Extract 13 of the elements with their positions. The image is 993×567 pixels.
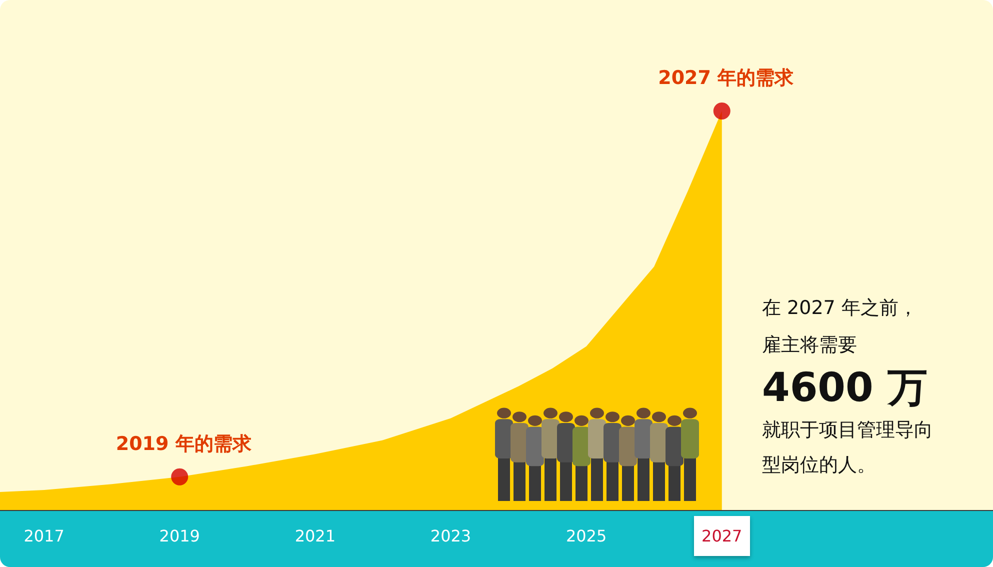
x-tick-label: 2017: [24, 526, 64, 546]
x-tick-label: 2021: [294, 526, 336, 546]
annotation: 2019 年的需求: [116, 432, 252, 457]
annotation: 雇主将需要: [762, 333, 857, 358]
annotation: 型岗位的人。: [762, 453, 876, 478]
x-tick-label: 2019: [159, 526, 200, 546]
annotation: 2027 年的需求: [658, 66, 794, 91]
annotation: 就职于项目管理导向: [762, 418, 933, 443]
x-tick-label: 2025: [566, 526, 607, 546]
x-tick-label: 2023: [430, 526, 472, 546]
annotation: 在 2027 年之前，: [762, 296, 918, 321]
x-tick-label: 2027: [702, 526, 742, 546]
annotation: 4600 万: [762, 364, 928, 413]
